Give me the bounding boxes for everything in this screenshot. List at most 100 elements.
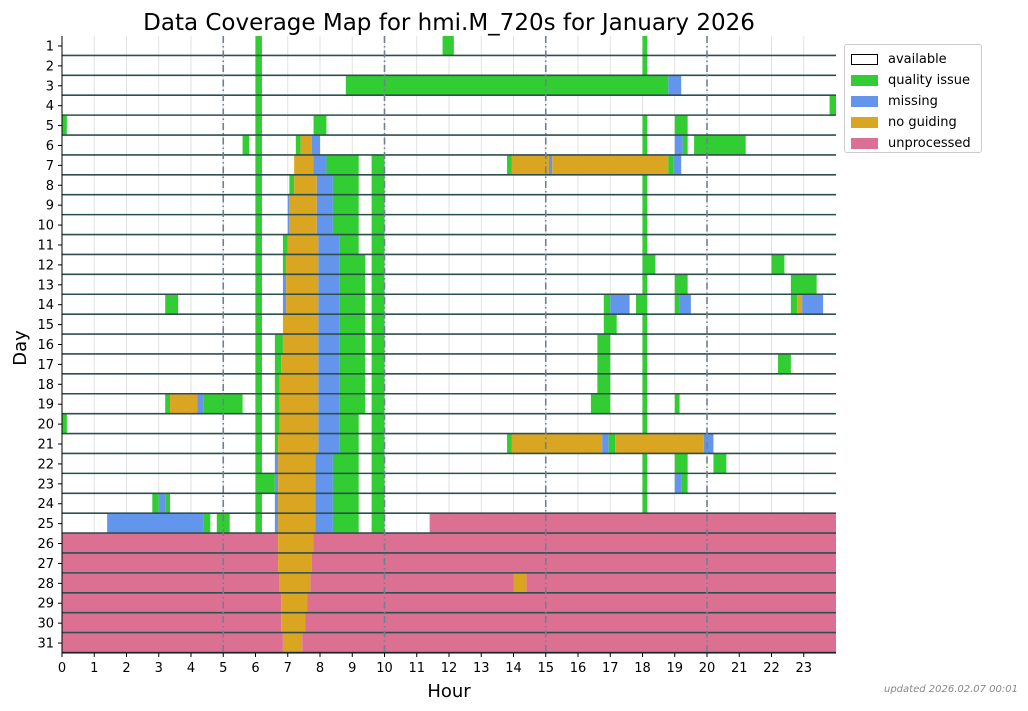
coverage-segment-quality xyxy=(642,493,648,514)
coverage-segment-missing xyxy=(315,493,333,514)
x-axis-label: Hour xyxy=(427,681,471,702)
coverage-segment-noguiding xyxy=(294,155,314,176)
coverage-segment-quality xyxy=(274,394,280,415)
coverage-segment-unprocessed xyxy=(62,553,279,574)
coverage-segment-quality xyxy=(62,115,67,136)
coverage-segment-missing xyxy=(107,513,204,534)
legend: available quality issue missing no guiding u… xyxy=(844,44,982,153)
coverage-segment-quality xyxy=(255,274,262,295)
updated-timestamp: updated 2026.02.07 00:01 xyxy=(883,684,1018,695)
x-tick-label: 15 xyxy=(537,661,554,676)
coverage-segment-missing xyxy=(282,294,287,315)
coverage-segment-quality xyxy=(339,254,366,275)
legend-item-noguiding: no guiding xyxy=(851,112,975,133)
y-tick-label: 19 xyxy=(37,398,54,413)
y-tick-label: 29 xyxy=(37,597,54,612)
coverage-segment-quality xyxy=(642,55,648,76)
coverage-segment-quality xyxy=(255,334,262,355)
y-tick-label: 18 xyxy=(37,378,54,393)
legend-item-available: available xyxy=(851,49,975,70)
y-tick-label: 2 xyxy=(46,59,54,74)
coverage-segment-quality xyxy=(339,414,359,435)
coverage-segment-quality xyxy=(642,215,648,236)
coverage-segment-quality xyxy=(371,394,385,415)
x-tick-label: 7 xyxy=(284,661,292,676)
coverage-segment-missing xyxy=(311,135,320,156)
coverage-segment-noguiding xyxy=(279,374,319,395)
coverage-segment-unprocessed xyxy=(307,593,837,614)
legend-item-quality: quality issue xyxy=(851,70,975,91)
coverage-segment-quality xyxy=(339,334,366,355)
coverage-segment-noguiding xyxy=(278,513,316,534)
coverage-segment-quality xyxy=(442,36,454,56)
x-tick-label: 2 xyxy=(122,661,130,676)
coverage-segment-missing xyxy=(318,314,340,335)
coverage-segment-quality xyxy=(332,493,359,514)
coverage-segment-missing xyxy=(318,354,340,375)
coverage-segment-quality xyxy=(326,155,359,176)
coverage-segment-unprocessed xyxy=(62,573,280,594)
coverage-segment-noguiding xyxy=(286,294,319,315)
coverage-segment-missing xyxy=(318,374,340,395)
coverage-segment-noguiding xyxy=(278,533,314,554)
coverage-segment-missing xyxy=(602,434,609,454)
coverage-segment-quality xyxy=(255,453,262,474)
legend-swatch xyxy=(851,138,878,149)
coverage-segment-quality xyxy=(371,493,385,514)
x-tick-label: 8 xyxy=(316,661,324,676)
x-tick-label: 20 xyxy=(699,661,716,676)
coverage-segment-unprocessed xyxy=(311,553,836,574)
coverage-segment-noguiding xyxy=(511,434,603,454)
legend-item-missing: missing xyxy=(851,91,975,112)
coverage-segment-quality xyxy=(642,453,648,474)
coverage-segment-noguiding xyxy=(282,633,303,653)
coverage-segment-quality xyxy=(255,473,275,494)
x-tick-label: 11 xyxy=(408,661,425,676)
coverage-segment-quality xyxy=(242,135,250,156)
coverage-segment-quality xyxy=(642,274,648,295)
coverage-segment-quality xyxy=(642,374,648,395)
coverage-segment-quality xyxy=(339,434,359,454)
coverage-segment-quality xyxy=(295,135,301,156)
x-tick-label: 16 xyxy=(570,661,587,676)
y-tick-label: 11 xyxy=(37,238,54,253)
coverage-segment-quality xyxy=(339,354,366,375)
coverage-segment-missing xyxy=(318,254,340,275)
legend-swatch xyxy=(851,96,878,107)
coverage-segment-quality xyxy=(255,235,262,255)
coverage-segment-noguiding xyxy=(281,613,306,634)
coverage-segment-quality xyxy=(682,135,688,156)
coverage-segment-quality xyxy=(642,175,648,196)
coverage-segment-quality xyxy=(371,513,385,534)
legend-label: quality issue xyxy=(888,73,970,88)
coverage-segment-missing xyxy=(318,294,340,315)
coverage-segment-quality xyxy=(507,155,512,176)
coverage-segment-noguiding xyxy=(615,434,704,454)
coverage-segment-quality xyxy=(255,215,262,236)
coverage-segment-quality xyxy=(829,95,836,116)
coverage-segment-quality xyxy=(332,175,359,196)
coverage-segment-quality xyxy=(62,414,67,435)
coverage-segment-quality xyxy=(642,115,648,136)
coverage-segment-noguiding xyxy=(797,294,803,315)
coverage-segment-quality xyxy=(339,394,366,415)
coverage-segment-noguiding xyxy=(289,195,317,216)
x-tick-label: 23 xyxy=(795,661,812,676)
coverage-segment-missing xyxy=(316,215,333,236)
y-tick-label: 26 xyxy=(37,537,54,552)
coverage-segment-quality xyxy=(255,513,262,534)
coverage-segment-quality xyxy=(255,374,262,395)
coverage-segment-unprocessed xyxy=(62,613,282,634)
coverage-segment-quality xyxy=(371,254,385,275)
coverage-segment-quality xyxy=(642,135,648,156)
coverage-segment-quality xyxy=(608,434,616,454)
y-tick-label: 21 xyxy=(37,438,54,453)
coverage-segment-quality xyxy=(371,195,385,216)
x-tick-label: 22 xyxy=(763,661,780,676)
coverage-segment-noguiding xyxy=(513,573,527,594)
coverage-segment-quality xyxy=(642,473,648,494)
coverage-segment-quality xyxy=(674,274,688,295)
coverage-segment-quality xyxy=(371,414,385,435)
y-tick-label: 12 xyxy=(37,258,54,273)
coverage-segment-noguiding xyxy=(281,354,319,375)
